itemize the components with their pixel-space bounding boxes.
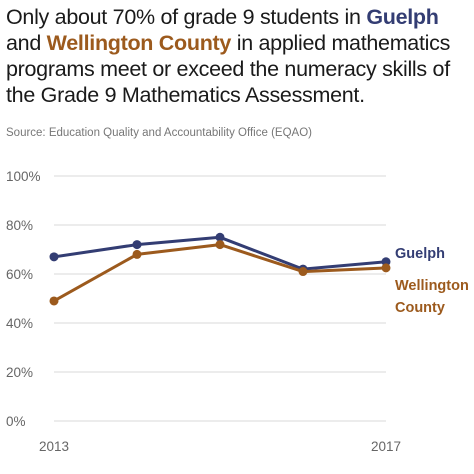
y-tick-label: 80% [6, 218, 33, 233]
data-point-wellington-county [132, 249, 142, 259]
data-point-wellington-county [298, 267, 308, 277]
title-part-1: Only about 70% of grade 9 students in [6, 5, 367, 29]
data-point-guelph [49, 252, 59, 262]
title-part-3: in applied mathematics programs meet or … [6, 31, 451, 107]
x-tick-label: 2017 [371, 439, 401, 454]
title-highlight-wellington: Wellington County [46, 31, 232, 55]
data-point-wellington-county [215, 240, 225, 250]
title-highlight-guelph: Guelph [366, 5, 439, 29]
series-label-line: Guelph [395, 246, 445, 262]
y-tick-label: 60% [6, 267, 33, 282]
source-note: Source: Education Quality and Accountabi… [6, 127, 312, 139]
x-tick-label: 2013 [39, 439, 69, 454]
series-label-line: Wellington [395, 278, 469, 294]
title-part-2: and [6, 31, 47, 55]
y-tick-label: 0% [6, 414, 26, 429]
chart-title: Only about 70% of grade 9 students in Gu… [6, 4, 468, 108]
series-label-guelph: Guelph [395, 246, 445, 262]
data-point-guelph [215, 232, 225, 242]
data-point-wellington-county [381, 263, 391, 273]
y-tick-label: 20% [6, 365, 33, 380]
y-tick-label: 40% [6, 316, 33, 331]
data-point-wellington-county [49, 296, 59, 306]
y-tick-label: 100% [6, 169, 41, 184]
data-point-guelph [132, 240, 142, 250]
series-label-wellington-county: Wellington County [395, 278, 469, 316]
series-label-line: County [395, 300, 445, 316]
series-line-wellington-county [52, 243, 388, 303]
